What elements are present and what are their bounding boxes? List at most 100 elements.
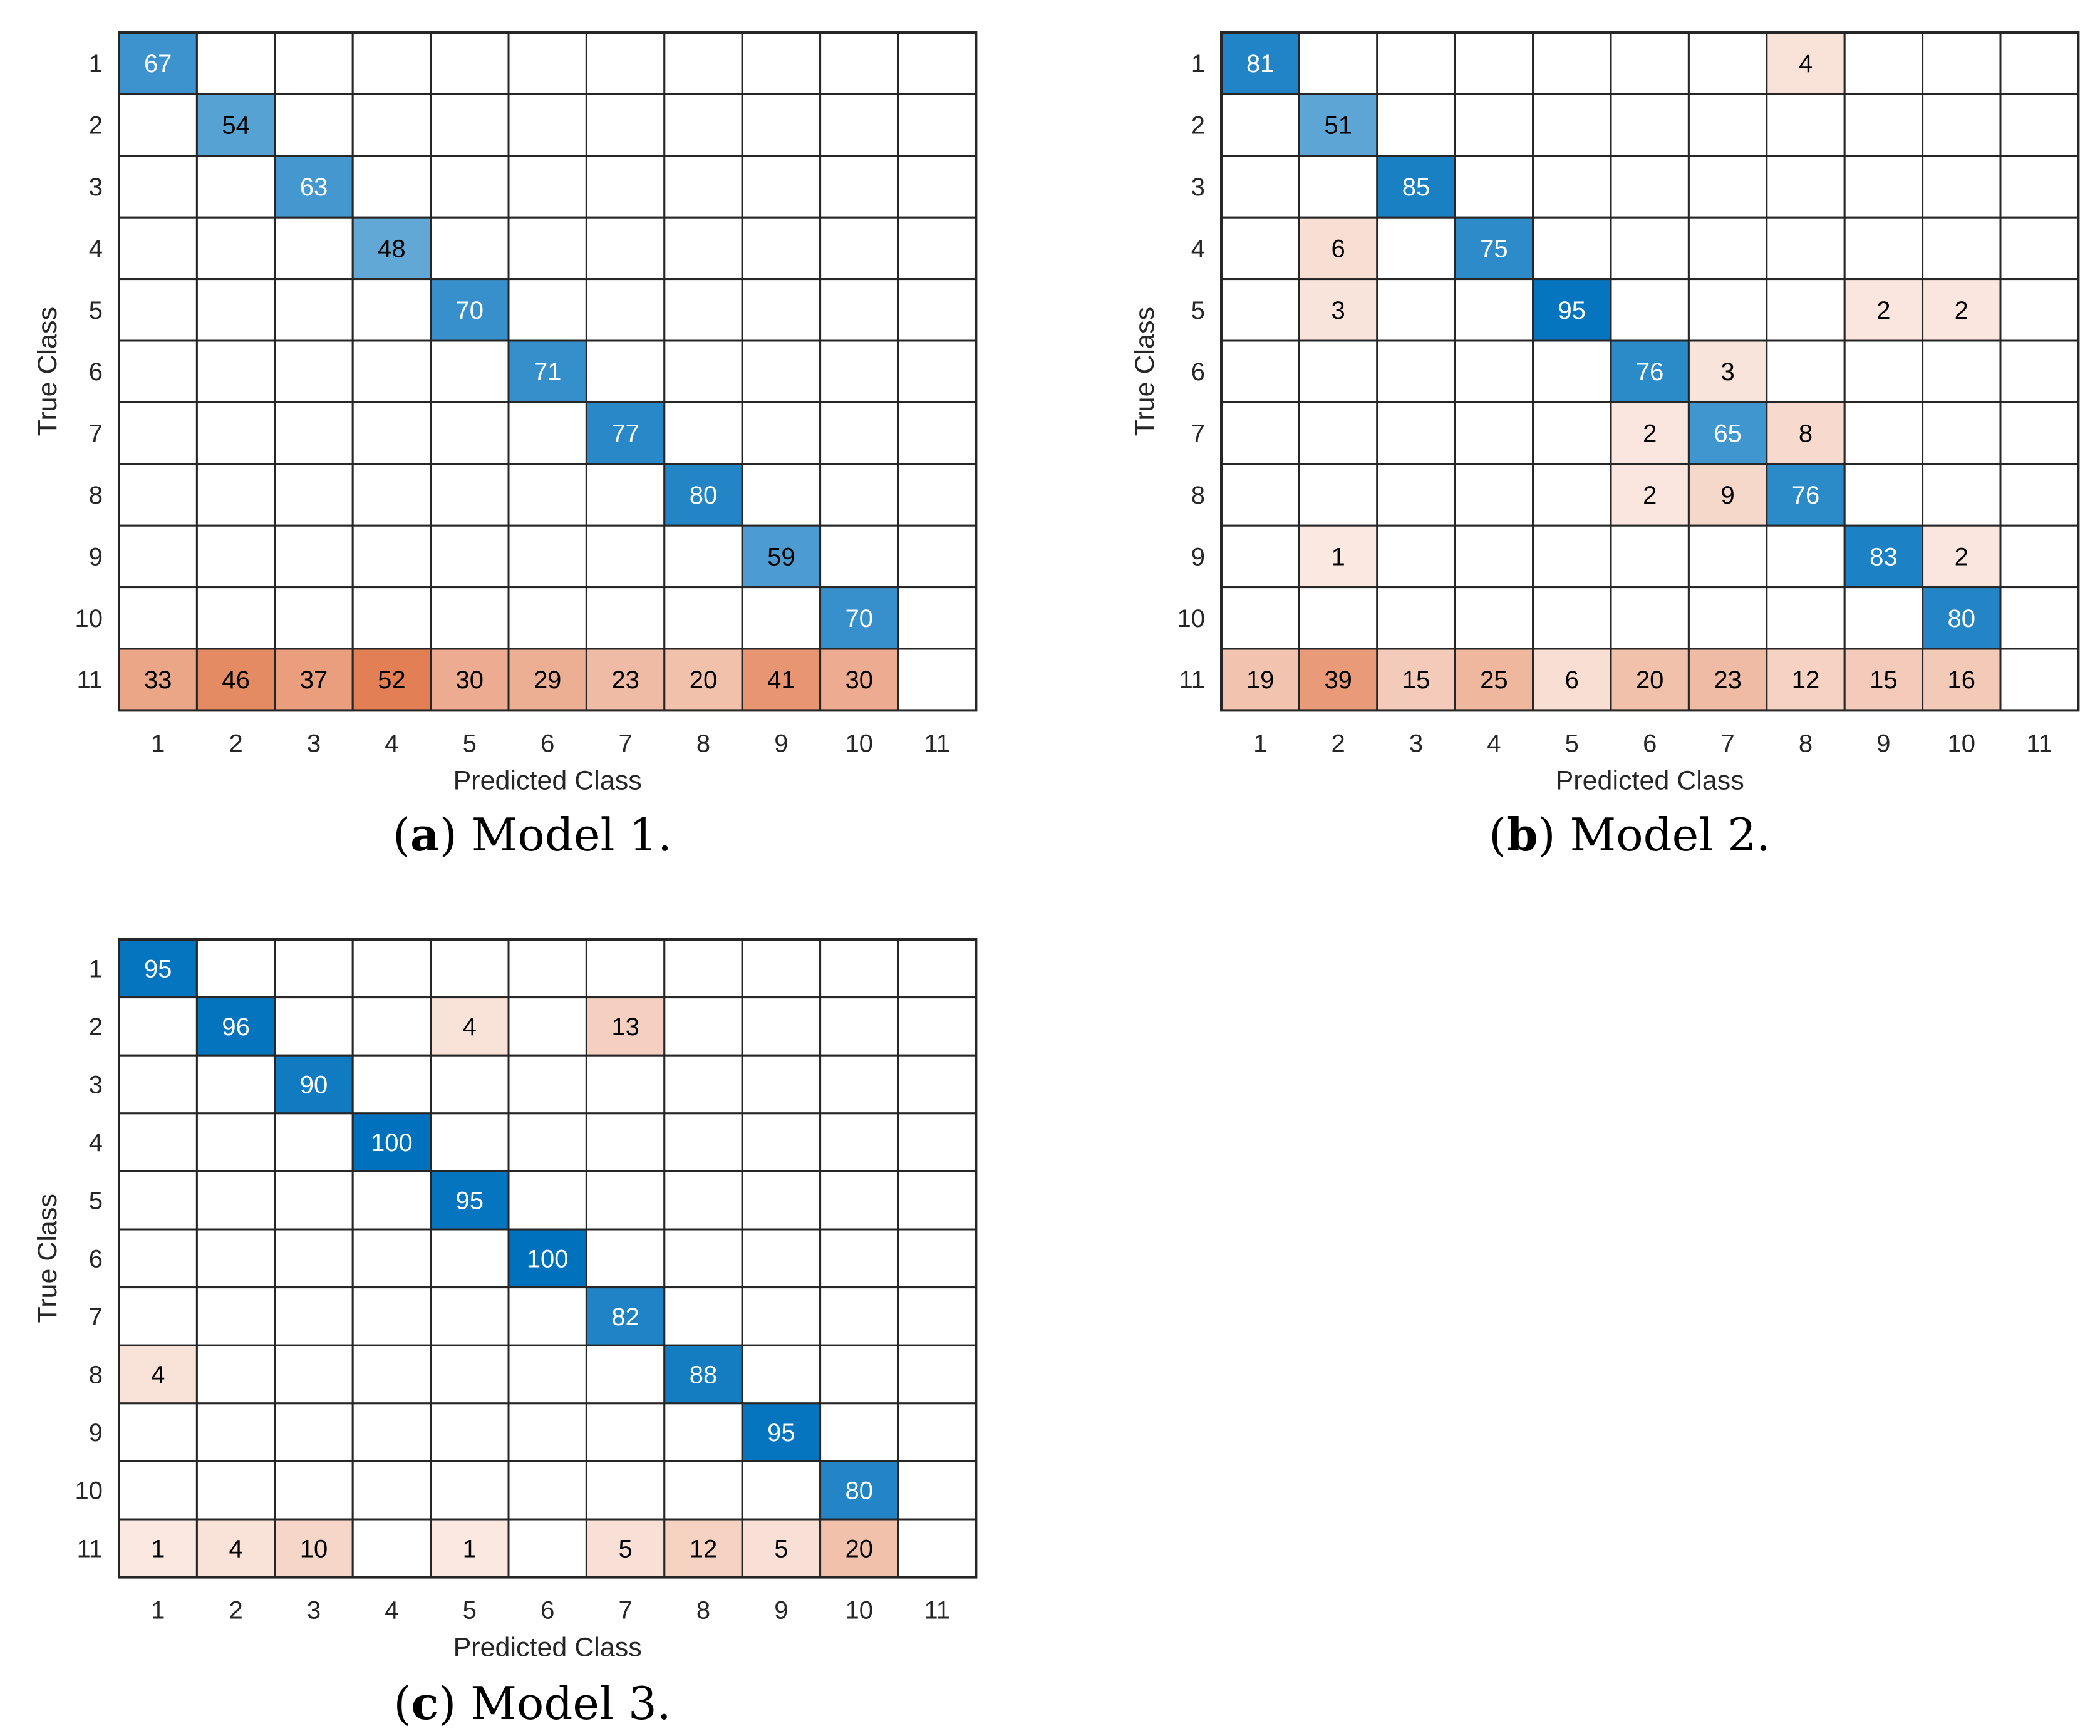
matrix-cell	[351, 93, 432, 157]
matrix-cell	[430, 1170, 510, 1231]
cell-value-label: 15	[1402, 666, 1430, 694]
matrix-cell	[1532, 155, 1612, 219]
matrix-cell	[897, 1170, 977, 1231]
matrix-cell	[741, 155, 822, 219]
matrix-cell	[585, 401, 666, 465]
matrix-cell	[274, 938, 354, 999]
row-tick-label: 3	[1191, 173, 1205, 201]
matrix-cell	[274, 93, 354, 157]
matrix-cell	[663, 339, 743, 403]
matrix-cell	[1922, 339, 2002, 403]
col-tick-label: 3	[1409, 730, 1423, 757]
matrix-cell	[1843, 463, 1924, 527]
cell-value-label: 4	[463, 1013, 477, 1041]
matrix-cell	[897, 1112, 977, 1172]
row-tick-label: 11	[76, 666, 103, 694]
matrix-cell	[585, 1460, 666, 1521]
cell-value-label: 4	[1799, 50, 1813, 78]
matrix-cell	[195, 1054, 276, 1115]
matrix-cell	[1454, 93, 1534, 157]
cell-value-label: 1	[151, 1535, 165, 1563]
row-tick-label: 4	[89, 1129, 103, 1157]
matrix-cell	[741, 1112, 822, 1172]
matrix-cell	[1999, 216, 2079, 281]
matrix-cell	[585, 1344, 666, 1405]
matrix-cell	[897, 1344, 977, 1405]
cell-value-label: 96	[222, 1013, 250, 1041]
cell-value-label: 59	[767, 543, 795, 571]
matrix-cell	[1999, 339, 2079, 403]
matrix-cell	[1922, 401, 2002, 465]
matrix-cell	[351, 1344, 432, 1405]
matrix-cell	[1999, 463, 2079, 527]
matrix-cell	[897, 93, 977, 157]
matrix-cell	[1843, 648, 1924, 711]
cell-value-label: 23	[1714, 666, 1742, 694]
x-axis-label: Predicted Class	[453, 765, 642, 795]
matrix-cell	[274, 1112, 354, 1172]
cell-value-label: 85	[1402, 173, 1430, 201]
matrix-cell	[351, 1170, 432, 1231]
matrix-cell	[1687, 31, 1768, 95]
matrix-cell	[741, 339, 822, 403]
col-tick-label: 6	[541, 730, 554, 757]
matrix-cell	[897, 1054, 977, 1115]
matrix-cell	[1999, 155, 2079, 219]
col-tick-label: 5	[1565, 730, 1579, 757]
matrix-cell	[1298, 155, 1378, 219]
col-tick-label: 3	[307, 730, 321, 757]
matrix-cell	[897, 31, 977, 95]
cell-value-label: 70	[456, 297, 484, 324]
matrix-cell	[1687, 586, 1768, 650]
matrix-cell	[1922, 93, 2002, 157]
cell-value-label: 30	[846, 666, 874, 694]
matrix-cell	[1843, 278, 1924, 342]
matrix-cell	[1843, 339, 1924, 403]
matrix-cell	[741, 1054, 822, 1115]
matrix-cell	[351, 996, 432, 1057]
matrix-cell	[1922, 648, 2002, 711]
matrix-cell	[741, 93, 822, 157]
row-tick-label: 8	[89, 1361, 103, 1389]
matrix-cell	[1922, 216, 2002, 281]
matrix-cell	[741, 1286, 822, 1346]
col-tick-label: 1	[151, 1597, 165, 1625]
col-tick-label: 10	[846, 730, 874, 757]
plot-border	[118, 31, 978, 712]
row-tick-label: 11	[1179, 666, 1205, 694]
matrix-cell	[1766, 278, 1846, 342]
col-tick-label: 6	[541, 1597, 554, 1625]
matrix-cell	[430, 1286, 510, 1346]
matrix-cell	[274, 1344, 354, 1405]
row-tick-label: 1	[89, 955, 103, 983]
matrix-cell	[663, 278, 743, 342]
matrix-cell	[585, 1054, 666, 1115]
matrix-cell	[274, 1286, 354, 1346]
row-tick-label: 8	[1191, 482, 1205, 509]
matrix-cell	[1843, 155, 1924, 219]
matrix-cell	[897, 155, 977, 219]
cell-value-label: 76	[1636, 358, 1664, 386]
matrix-cell	[819, 216, 899, 281]
matrix-cell	[195, 278, 276, 342]
matrix-cell	[507, 938, 587, 999]
matrix-cell	[274, 463, 354, 527]
col-tick-label: 2	[1331, 730, 1345, 757]
col-tick-label: 11	[2026, 730, 2052, 757]
matrix-cell	[351, 938, 432, 999]
matrix-cell	[1376, 155, 1456, 219]
matrix-cell	[430, 93, 510, 157]
matrix-cell	[897, 216, 977, 281]
cell-value-label: 65	[1714, 420, 1742, 448]
row-tick-label: 1	[89, 50, 103, 78]
cell-value-label: 5	[774, 1535, 788, 1563]
matrix-cell	[195, 1228, 276, 1289]
matrix-cell	[351, 1460, 432, 1521]
matrix-cell	[195, 648, 276, 711]
matrix-cell	[195, 216, 276, 281]
cell-value-label: 19	[1246, 666, 1275, 694]
matrix-cell	[507, 1344, 587, 1405]
matrix-cell	[195, 1460, 276, 1521]
matrix-cell	[897, 339, 977, 403]
